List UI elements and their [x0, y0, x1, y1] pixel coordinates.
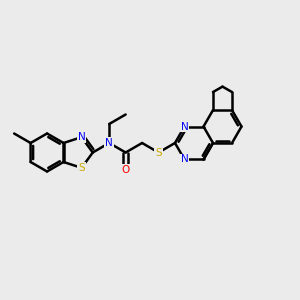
Text: N: N [78, 132, 86, 142]
Text: N: N [105, 138, 113, 148]
Text: S: S [155, 148, 162, 158]
Text: S: S [78, 163, 85, 173]
Text: N: N [181, 154, 188, 164]
Text: O: O [122, 165, 130, 175]
Text: N: N [181, 122, 188, 131]
